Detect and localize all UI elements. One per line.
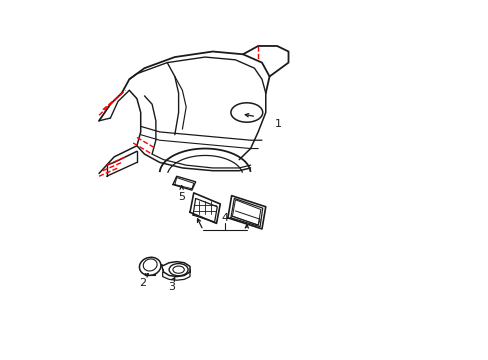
Text: 4: 4: [221, 212, 228, 222]
Text: 2: 2: [139, 278, 146, 288]
Text: 5: 5: [178, 192, 185, 202]
Text: 1: 1: [275, 118, 282, 129]
Text: 3: 3: [168, 282, 175, 292]
